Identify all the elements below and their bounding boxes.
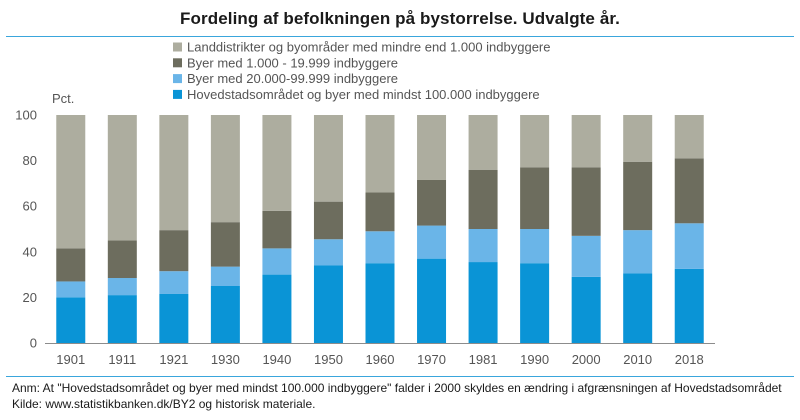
bar-segment-2010-s1 — [623, 230, 653, 274]
bar-segment-2000-s3 — [571, 115, 601, 168]
bar-segment-1990-s3 — [520, 115, 550, 168]
bar-segment-1930-s0 — [210, 286, 240, 343]
bar-segment-1960-s3 — [365, 115, 395, 193]
bar-segment-2018-s2 — [674, 158, 704, 224]
y-axis-label: Pct. — [52, 91, 74, 106]
legend-swatch-0 — [173, 89, 182, 99]
bars — [56, 115, 704, 343]
bar-segment-1940-s0 — [262, 274, 292, 343]
chart-source: Kilde: www.statistikbanken.dk/BY2 og his… — [12, 397, 316, 411]
x-tick-label-1921: 1921 — [159, 352, 188, 367]
bar-segment-1901-s2 — [56, 248, 86, 282]
bar-segment-1950-s3 — [313, 115, 343, 202]
y-axis: 0 20 40 60 80 100 — [15, 108, 37, 351]
y-tick-label: 20 — [23, 290, 37, 305]
x-tick-label-2010: 2010 — [623, 352, 652, 367]
bar-segment-1940-s2 — [262, 210, 292, 249]
bar-segment-1970-s3 — [417, 115, 447, 180]
x-tick-label-1930: 1930 — [211, 352, 240, 367]
bar-segment-1960-s1 — [365, 231, 395, 264]
x-tick-label-1940: 1940 — [262, 352, 291, 367]
bar-segment-1970-s0 — [417, 258, 447, 343]
y-tick-label: 60 — [23, 199, 37, 214]
y-tick-label: 80 — [23, 153, 37, 168]
bar-segment-1960-s2 — [365, 192, 395, 232]
x-tick-label-1901: 1901 — [56, 352, 85, 367]
bar-segment-1960-s0 — [365, 263, 395, 343]
legend-label-1: Byer med 20.000-99.999 indbyggere — [187, 71, 398, 86]
bar-segment-1981-s1 — [468, 229, 498, 263]
bar-segment-1921-s3 — [159, 115, 189, 231]
bottom-rule — [6, 376, 794, 377]
x-tick-label-2018: 2018 — [675, 352, 704, 367]
bar-segment-1981-s3 — [468, 115, 498, 170]
y-tick-label: 40 — [23, 244, 37, 259]
x-tick-label-1960: 1960 — [366, 352, 395, 367]
bar-segment-2018-s0 — [674, 268, 704, 343]
bar-segment-1911-s3 — [107, 115, 137, 241]
bar-segment-1930-s3 — [210, 115, 240, 223]
legend-swatch-2 — [173, 58, 182, 68]
y-tick-label: 0 — [30, 336, 37, 351]
x-tick-label-1911: 1911 — [108, 352, 136, 367]
bar-segment-1990-s1 — [520, 229, 550, 264]
bar-segment-2010-s3 — [623, 115, 653, 162]
y-tick-label: 100 — [15, 108, 37, 123]
bar-segment-2018-s1 — [674, 223, 704, 269]
bar-segment-1930-s1 — [210, 266, 240, 286]
bar-segment-1950-s0 — [313, 265, 343, 343]
legend-label-2: Byer med 1.000 - 19.999 indbyggere — [187, 55, 398, 70]
x-tick-label-1981: 1981 — [469, 352, 498, 367]
legend-label-0: Hovedstadsområdet og byer med mindst 100… — [187, 87, 540, 102]
bar-segment-2010-s2 — [623, 161, 653, 231]
bar-segment-1911-s0 — [107, 295, 137, 343]
bar-segment-1911-s1 — [107, 278, 137, 296]
bar-segment-2000-s0 — [571, 276, 601, 343]
bar-segment-1921-s2 — [159, 230, 189, 272]
bar-segment-2018-s3 — [674, 115, 704, 159]
stacked-bar-chart: Landdistrikter og byområder med mindre e… — [15, 40, 715, 367]
bar-segment-1981-s2 — [468, 169, 498, 229]
x-tick-label-1990: 1990 — [520, 352, 549, 367]
x-tick-label-1950: 1950 — [314, 352, 343, 367]
bar-segment-2000-s1 — [571, 235, 601, 277]
bar-segment-1950-s2 — [313, 201, 343, 240]
bar-segment-1911-s2 — [107, 240, 137, 279]
bar-segment-1970-s1 — [417, 225, 447, 259]
bar-segment-1901-s1 — [56, 281, 86, 298]
bar-segment-1901-s0 — [56, 297, 86, 343]
legend: Landdistrikter og byområder med mindre e… — [173, 40, 551, 102]
legend-swatch-1 — [173, 74, 182, 84]
bar-segment-1940-s1 — [262, 248, 292, 275]
x-axis: 1901 1911 1921 1930 1940 1950 1960 1970 1981 1990… — [56, 352, 703, 367]
bar-segment-2010-s0 — [623, 273, 653, 343]
bar-segment-1950-s1 — [313, 239, 343, 266]
bar-segment-1921-s1 — [159, 271, 189, 294]
bar-segment-1901-s3 — [56, 115, 86, 249]
bar-segment-1921-s0 — [159, 293, 189, 343]
bar-segment-1970-s2 — [417, 179, 447, 226]
legend-label-3: Landdistrikter og byområder med mindre e… — [187, 40, 551, 55]
chart-title: Fordeling af befolkningen på bystorrelse… — [180, 9, 620, 28]
bar-segment-1940-s3 — [262, 115, 292, 211]
bar-segment-2000-s2 — [571, 167, 601, 236]
bar-segment-1990-s2 — [520, 167, 550, 229]
legend-swatch-3 — [173, 42, 182, 52]
top-rule — [6, 36, 794, 37]
chart-note: Anm: At "Hovedstadsområdet og byer med m… — [12, 381, 782, 395]
bar-segment-1930-s2 — [210, 222, 240, 267]
bar-segment-1990-s0 — [520, 263, 550, 343]
x-tick-label-2000: 2000 — [572, 352, 601, 367]
bar-segment-1981-s0 — [468, 262, 498, 343]
x-tick-label-1970: 1970 — [417, 352, 446, 367]
